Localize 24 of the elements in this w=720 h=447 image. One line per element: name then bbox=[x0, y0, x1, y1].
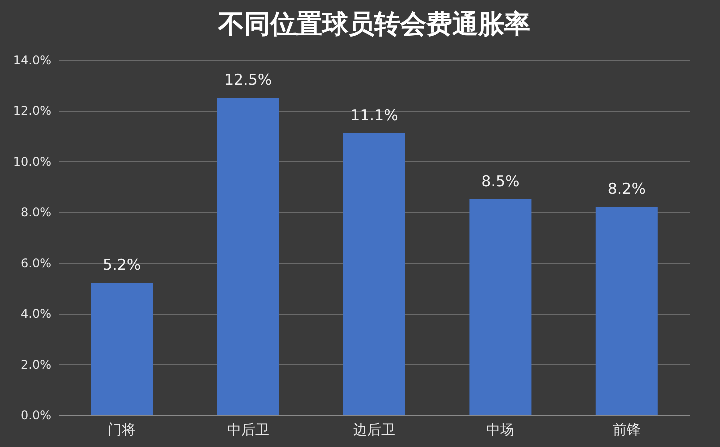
y-tick-label: 6.0% bbox=[21, 256, 52, 270]
y-tick-label: 14.0% bbox=[13, 54, 52, 68]
bar bbox=[470, 199, 532, 415]
bar bbox=[596, 207, 658, 415]
bar bbox=[217, 98, 280, 415]
x-tick-label: 前锋 bbox=[612, 422, 641, 438]
data-label: 8.2% bbox=[608, 180, 646, 198]
y-tick-label: 2.0% bbox=[21, 358, 52, 372]
data-label: 12.5% bbox=[224, 71, 272, 90]
bar bbox=[91, 283, 154, 415]
data-label: 11.1% bbox=[350, 106, 398, 125]
y-tick-label: 4.0% bbox=[21, 307, 52, 322]
data-label: 5.2% bbox=[103, 256, 142, 274]
x-tick-label: 中后卫 bbox=[227, 422, 270, 438]
y-tick-label: 8.0% bbox=[21, 206, 52, 220]
y-tick-label: 0.0% bbox=[21, 408, 52, 422]
chart-title: 不同位置球员转会费通胀率 bbox=[218, 10, 530, 40]
x-tick-label: 中场 bbox=[486, 422, 515, 438]
data-label: 8.5% bbox=[482, 172, 520, 190]
x-tick-label: 门将 bbox=[108, 422, 136, 438]
y-tick-label: 12.0% bbox=[13, 104, 52, 118]
bar bbox=[344, 134, 406, 415]
y-tick-label: 10.0% bbox=[13, 154, 52, 169]
x-tick-label: 边后卫 bbox=[354, 422, 396, 438]
